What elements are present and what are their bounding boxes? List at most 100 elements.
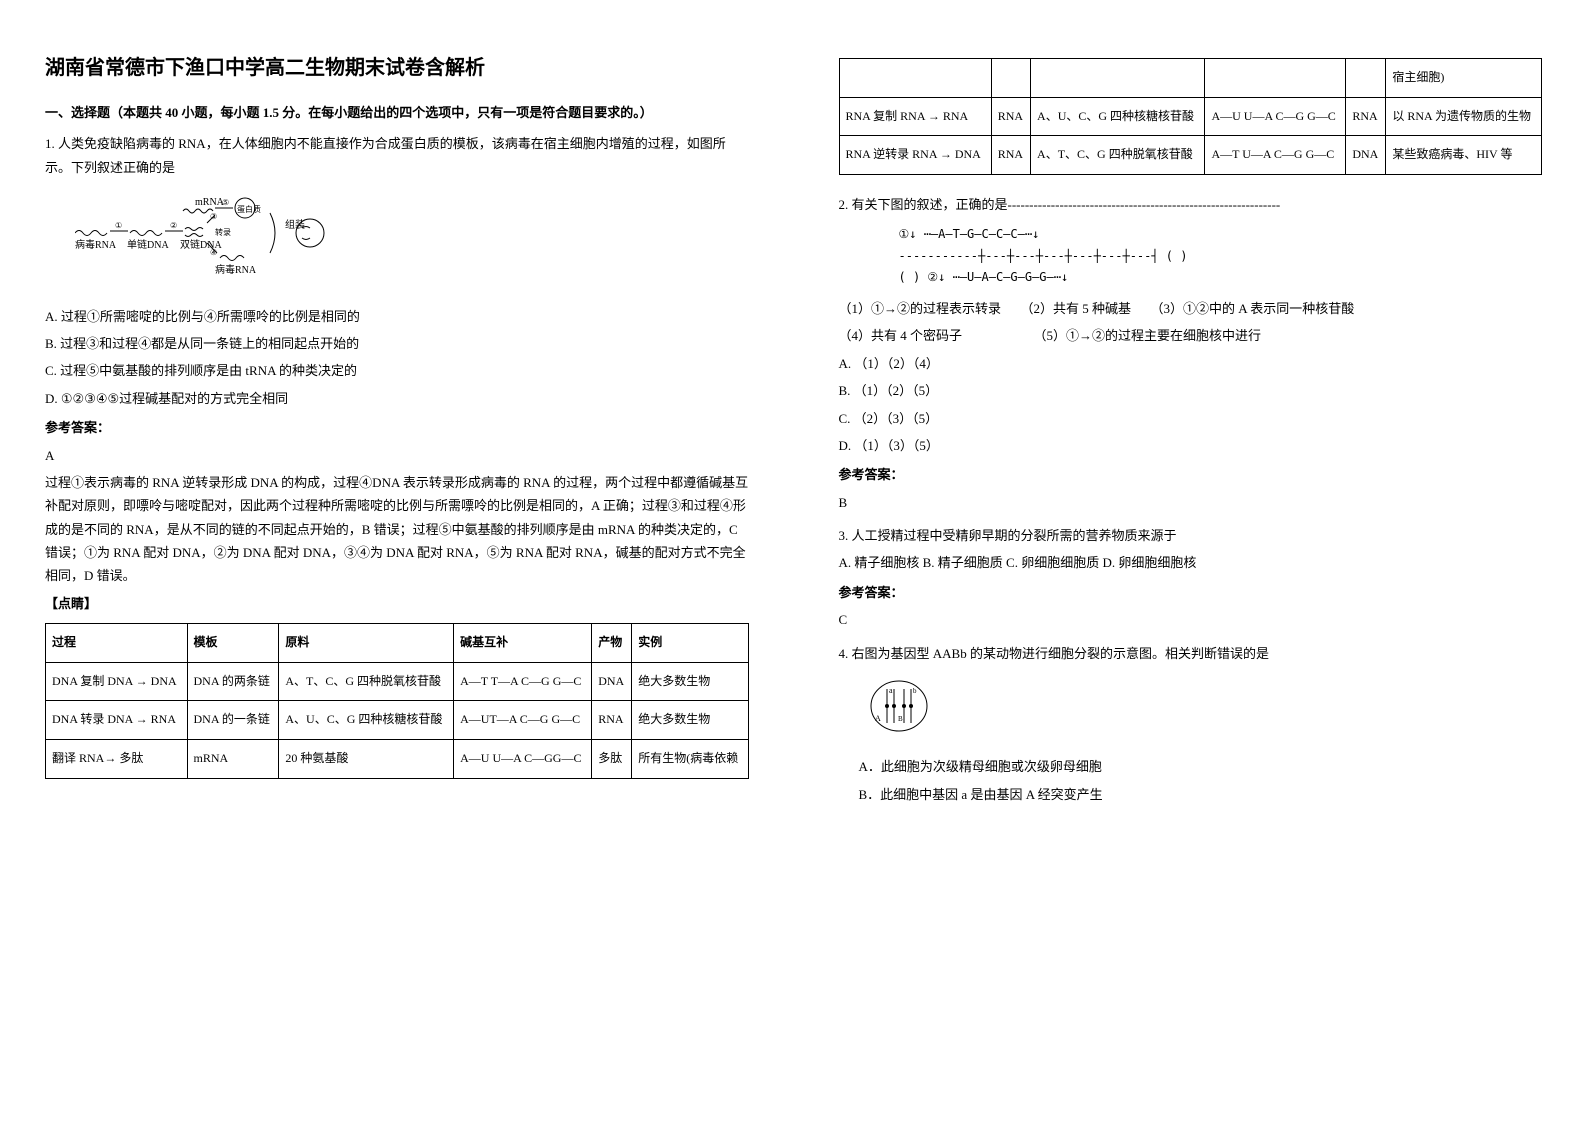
process-table-left: 过程 模板 原料 碱基互补 产物 实例 DNA 复制 DNA → DNA DNA… (45, 623, 749, 778)
q2-row2: （4）共有 4 个密码子 （5）①→②的过程主要在细胞核中进行 (839, 324, 1543, 347)
svg-text:转录: 转录 (215, 227, 231, 237)
r4c2: A、U、C、G 四种核糖核苷酸 (1031, 97, 1205, 136)
r5c3: A—T U—A C—G G—C (1205, 136, 1346, 175)
r4c3: A—U U—A C—G G—C (1205, 97, 1346, 136)
r0c4: DNA (592, 662, 632, 701)
r5c2: A、T、C、G 四种脱氧核苷酸 (1031, 136, 1205, 175)
svg-text:单链DNA: 单链DNA (127, 238, 169, 251)
seq-line-2: ( ) ②↓ ⋯—U—A—C—G—G—G—⋯↓ (899, 267, 1543, 289)
r3c4 (1346, 59, 1386, 98)
q1-opt-b: B. 过程③和过程④都是从同一条链上的相同起点开始的 (45, 332, 749, 355)
svg-text:a: a (889, 686, 893, 695)
r4c1: RNA (991, 97, 1030, 136)
th-1: 模板 (187, 624, 279, 663)
process-table-right: 宿主细胞) RNA 复制 RNA → RNA RNA A、U、C、G 四种核糖核… (839, 58, 1543, 175)
r5c0: RNA 逆转录 RNA → DNA (839, 136, 991, 175)
th-5: 实例 (632, 624, 748, 663)
r4c5: 以 RNA 为遗传物质的生物 (1386, 97, 1542, 136)
q3-answer-label: 参考答案： (839, 581, 1543, 604)
q1-opt-a: A. 过程①所需嘧啶的比例与④所需嘌呤的比例是相同的 (45, 305, 749, 328)
r0c2: A、T、C、G 四种脱氧核苷酸 (279, 662, 454, 701)
r3c5: 宿主细胞) (1386, 59, 1542, 98)
q1-opt-d: D. ①②③④⑤过程碱基配对的方式完全相同 (45, 387, 749, 410)
r3c0 (839, 59, 991, 98)
r2c0: 翻译 RNA→ 多肽 (46, 740, 188, 779)
q2-opt4: （4）共有 4 个密码子 (839, 328, 963, 343)
svg-text:蛋白质: 蛋白质 (237, 204, 261, 214)
q2-opt-b: B. （1）（2）（5） (839, 379, 1543, 402)
r5c5: 某些致癌病毒、HIV 等 (1386, 136, 1542, 175)
svg-text:④: ④ (210, 248, 217, 257)
q2-opt-d: D. （1）（3）（5） (839, 434, 1543, 457)
q1-diagram: mRNA ⑤ 蛋白质 组装 病毒RNA ① 单链DNA ② 双链DNA ③ 转录… (75, 193, 355, 283)
q2-opt1: （1）①→②的过程表示转录 (839, 301, 1002, 316)
r1c1: DNA 的一条链 (187, 701, 279, 740)
q1-answer: A (45, 444, 749, 467)
q2-answer: B (839, 491, 1543, 514)
svg-text:①: ① (115, 221, 122, 230)
page-left: 湖南省常德市下渔口中学高二生物期末试卷含解析 一、选择题（本题共 40 小题，每… (0, 0, 794, 1122)
q1-stem: 1. 人类免疫缺陷病毒的 RNA，在人体细胞内不能直接作为合成蛋白质的模板，该病… (45, 132, 749, 179)
r5c1: RNA (991, 136, 1030, 175)
r1c0: DNA 转录 DNA → RNA (46, 701, 188, 740)
q1-opt-c: C. 过程⑤中氨基酸的排列顺序是由 tRNA 的种类决定的 (45, 359, 749, 382)
q4-stem: 4. 右图为基因型 AABb 的某动物进行细胞分裂的示意图。相关判断错误的是 (839, 642, 1543, 665)
q1-answer-label: 参考答案： (45, 416, 749, 439)
section-1-header: 一、选择题（本题共 40 小题，每小题 1.5 分。在每小题给出的四个选项中，只… (45, 101, 749, 124)
r4c4: RNA (1346, 97, 1386, 136)
seq-line-1: ①↓ ⋯—A—T—G—C—C—C—⋯↓ (899, 224, 1543, 246)
th-4: 产物 (592, 624, 632, 663)
r2c5: 所有生物(病毒依赖 (632, 740, 748, 779)
q3-stem: 3. 人工授精过程中受精卵早期的分裂所需的营养物质来源于 (839, 524, 1543, 547)
r3c2 (1031, 59, 1205, 98)
r1c4: RNA (592, 701, 632, 740)
seq-line-mid: -----------┼---┼---┼---┼---┼---┼---┤ ( ) (899, 246, 1543, 268)
svg-text:B: B (898, 715, 903, 723)
q2-opt3: （3）①②中的 A 表示同一种核苷酸 (1151, 301, 1355, 316)
q2-answer-label: 参考答案： (839, 463, 1543, 486)
svg-text:b: b (913, 687, 917, 695)
svg-text:②: ② (170, 221, 177, 230)
q1-explanation: 过程①表示病毒的 RNA 逆转录形成 DNA 的构成，过程④DNA 表示转录形成… (45, 471, 749, 588)
r3c1 (991, 59, 1030, 98)
th-3: 碱基互补 (454, 624, 592, 663)
th-0: 过程 (46, 624, 188, 663)
svg-text:组装: 组装 (285, 218, 305, 231)
r2c1: mRNA (187, 740, 279, 779)
svg-text:③: ③ (210, 212, 217, 221)
svg-text:病毒RNA: 病毒RNA (75, 238, 117, 251)
exam-title: 湖南省常德市下渔口中学高二生物期末试卷含解析 (45, 50, 749, 86)
q2-opt5: （5）①→②的过程主要在细胞核中进行 (1034, 328, 1262, 343)
r2c4: 多肽 (592, 740, 632, 779)
svg-text:A: A (875, 714, 881, 723)
q2-sequence-diagram: ①↓ ⋯—A—T—G—C—C—C—⋯↓ -----------┼---┼---┼… (899, 224, 1543, 289)
q4-opt-a: A．此细胞为次级精母细胞或次级卵母细胞 (859, 755, 1543, 778)
r1c3: A—UT—A C—G G—C (454, 701, 592, 740)
page-right: 宿主细胞) RNA 复制 RNA → RNA RNA A、U、C、G 四种核糖核… (794, 0, 1587, 1122)
r0c1: DNA 的两条链 (187, 662, 279, 701)
r0c0: DNA 复制 DNA → DNA (46, 662, 188, 701)
svg-text:病毒RNA: 病毒RNA (215, 263, 257, 276)
r1c2: A、U、C、G 四种核糖核苷酸 (279, 701, 454, 740)
r0c3: A—T T—A C—G G—C (454, 662, 592, 701)
q3-options: A. 精子细胞核 B. 精子细胞质 C. 卵细胞细胞质 D. 卵细胞细胞核 (839, 551, 1543, 574)
th-2: 原料 (279, 624, 454, 663)
r1c5: 绝大多数生物 (632, 701, 748, 740)
q1-tip: 【点睛】 (45, 592, 749, 615)
svg-text:⑤: ⑤ (222, 198, 229, 207)
r2c2: 20 种氨基酸 (279, 740, 454, 779)
q2-opt-c: C. （2）（3）（5） (839, 407, 1543, 430)
q3-answer: C (839, 608, 1543, 631)
r4c0: RNA 复制 RNA → RNA (839, 97, 991, 136)
q2-opt-a: A. （1）（2）（4） (839, 352, 1543, 375)
r2c3: A—U U—A C—GG—C (454, 740, 592, 779)
r3c3 (1205, 59, 1346, 98)
r5c4: DNA (1346, 136, 1386, 175)
q4-cell-diagram: A a B b (869, 679, 929, 734)
q2-stem: 2. 有关下图的叙述，正确的是-------------------------… (839, 193, 1543, 216)
svg-text:mRNA: mRNA (195, 197, 225, 208)
r0c5: 绝大多数生物 (632, 662, 748, 701)
q2-opt2: （2）共有 5 种碱基 (1021, 301, 1132, 316)
q4-opt-b: B．此细胞中基因 a 是由基因 A 经突变产生 (859, 783, 1543, 806)
q2-row1: （1）①→②的过程表示转录 （2）共有 5 种碱基 （3）①②中的 A 表示同一… (839, 297, 1543, 320)
